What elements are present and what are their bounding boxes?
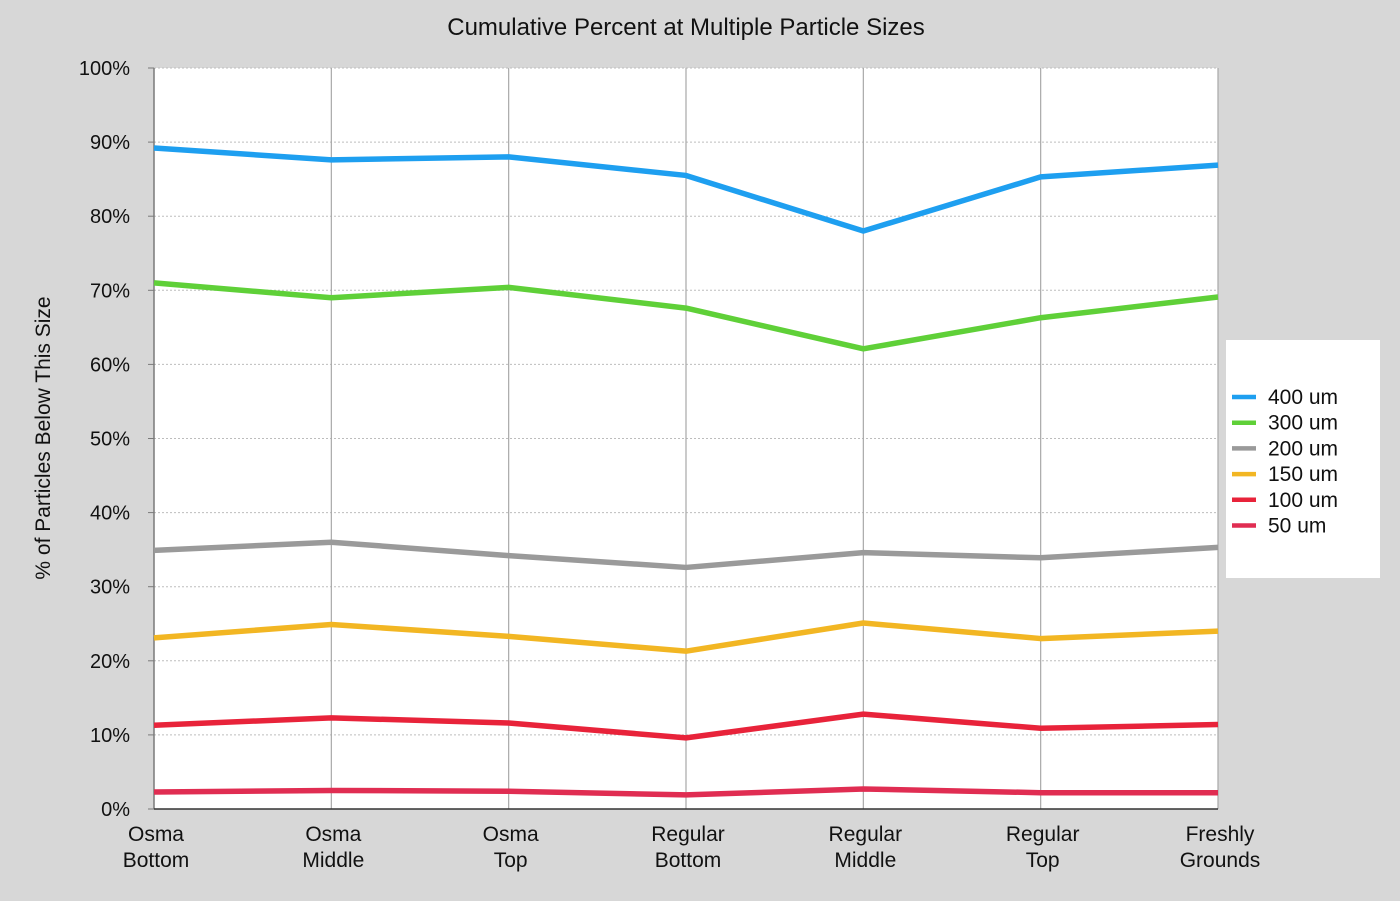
x-tick-label: Regular Bottom [651, 823, 725, 872]
legend-label-300-um: 300 um [1268, 412, 1338, 435]
y-tick-label: 70% [90, 280, 130, 302]
legend-label-200-um: 200 um [1268, 437, 1338, 460]
y-tick-label: 40% [90, 503, 130, 525]
y-tick-label: 30% [90, 577, 130, 599]
series-line-150-um [153, 620, 1219, 654]
y-tick-label: 10% [90, 725, 130, 747]
y-tick-label: 100% [79, 58, 130, 80]
series-line-400-um [153, 145, 1219, 234]
y-tick-label: 50% [90, 429, 130, 451]
chart-title: Cumulative Percent at Multiple Particle … [447, 14, 925, 41]
x-tick-label: Osma Top [483, 823, 539, 872]
x-tick-label: Regular Top [1006, 823, 1080, 872]
x-tick-label: Regular Middle [829, 823, 903, 872]
y-axis-label: % of Particles Below This Size [32, 296, 55, 579]
y-tick-label: 60% [90, 354, 130, 376]
x-tick-label: Osma Middle [302, 823, 364, 872]
legend-label-150-um: 150 um [1268, 463, 1338, 486]
series-line-50-um [153, 786, 1218, 798]
y-tick-label: 20% [90, 651, 130, 673]
x-tick-label: Osma Bottom [123, 823, 190, 872]
series-line-200-um [153, 539, 1219, 571]
y-tick-label: 90% [90, 132, 130, 154]
x-tick-labels: Osma Bottom Osma Middle Osma Top Regular Bottom… [123, 823, 1261, 872]
y-tick-label: 0% [101, 799, 130, 821]
grid-lines [154, 67, 1219, 809]
y-tick-labels: 0% 10% 20% 30% 40% 50% 60% 70% 80% 90% 100% [79, 58, 130, 821]
legend-label-400-um: 400 um [1268, 386, 1338, 409]
y-tick-label: 80% [90, 206, 130, 228]
axes [148, 67, 1218, 810]
series-lines [153, 145, 1219, 798]
legend-label-100-um: 100 um [1268, 489, 1338, 512]
legend-label-50-um: 50 um [1268, 515, 1326, 538]
series-line-100-um [153, 711, 1219, 741]
legend-box [1226, 340, 1380, 578]
series-line-300-um [153, 280, 1219, 352]
x-tick-label: Freshly Grounds [1180, 823, 1261, 872]
